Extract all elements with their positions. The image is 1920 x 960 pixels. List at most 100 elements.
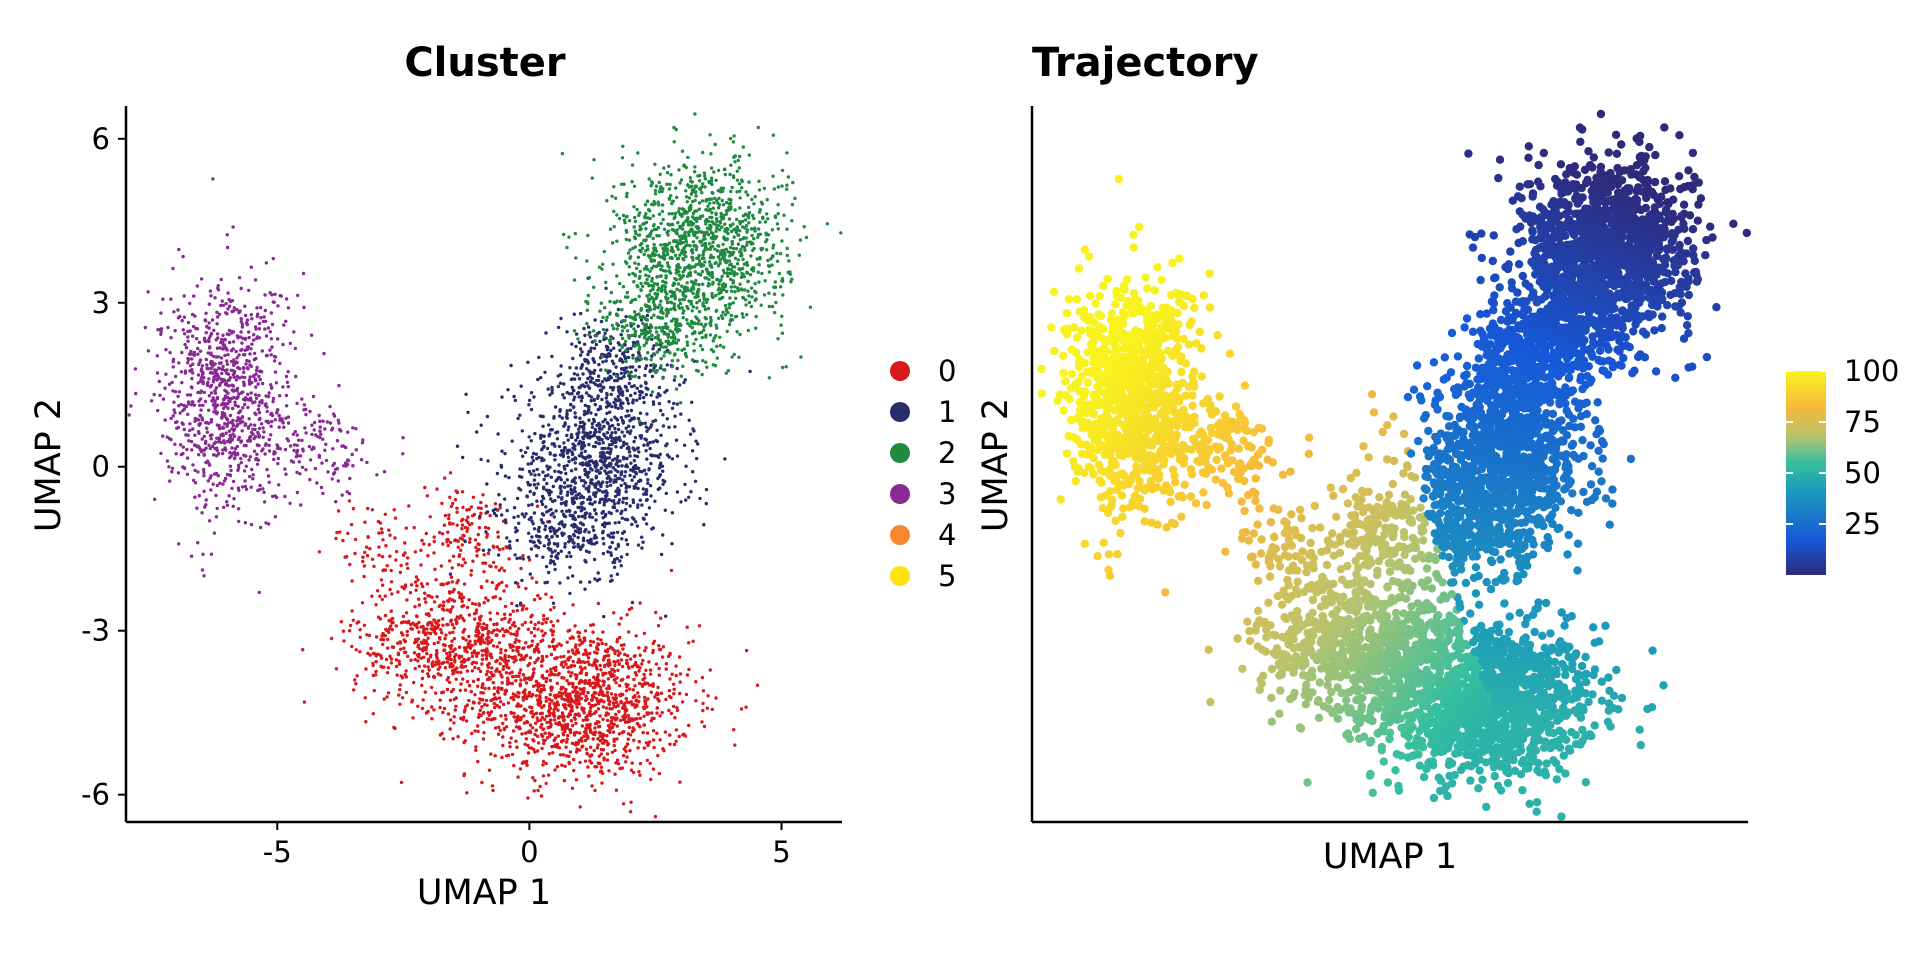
cluster-point: [536, 627, 540, 631]
cluster-point: [552, 666, 556, 670]
cluster-point: [453, 538, 457, 542]
cluster-point: [522, 714, 526, 718]
cluster-point: [620, 464, 624, 468]
cluster-point: [638, 601, 642, 605]
cluster-point: [522, 657, 526, 662]
cluster-point: [520, 512, 524, 516]
cluster-point: [506, 659, 510, 663]
cluster-point: [643, 695, 647, 700]
cluster-point: [556, 495, 561, 499]
cluster-point: [693, 230, 697, 235]
cluster-point: [578, 687, 582, 691]
cluster-point: [551, 601, 556, 605]
cluster-point: [565, 723, 570, 728]
cluster-point: [581, 445, 585, 449]
cluster-point: [593, 788, 597, 793]
cluster-point: [443, 666, 448, 670]
cluster-point: [725, 271, 729, 275]
cluster-point: [634, 472, 639, 476]
cluster-point: [446, 712, 451, 716]
cluster-point: [520, 761, 525, 765]
cluster-point: [619, 371, 623, 375]
cluster-point: [683, 233, 687, 237]
cluster-point: [435, 654, 439, 658]
cluster-point: [572, 525, 576, 529]
cluster-point: [613, 474, 617, 478]
cluster-point: [468, 537, 472, 541]
cluster-point: [475, 654, 479, 658]
cluster-point: [456, 539, 460, 543]
cluster-point: [531, 776, 535, 780]
cluster-point: [536, 741, 541, 745]
cluster-point: [727, 306, 732, 310]
cluster-point: [526, 360, 530, 364]
cluster-point: [659, 408, 663, 413]
cluster-point: [535, 716, 539, 720]
cluster-point: [583, 516, 587, 520]
cluster-point: [511, 648, 515, 653]
cluster-point: [718, 343, 723, 348]
cluster-point: [558, 381, 563, 385]
cluster-point: [532, 789, 536, 793]
cluster-point: [588, 639, 593, 643]
cluster-point: [455, 523, 459, 527]
cluster-point: [702, 234, 706, 238]
cluster-point: [675, 287, 679, 291]
cluster-point: [566, 650, 571, 654]
cluster-point: [767, 376, 771, 380]
cluster-point: [588, 375, 592, 379]
cluster-point: [542, 487, 546, 491]
cluster-point: [664, 444, 668, 448]
cluster-point: [572, 457, 576, 461]
cluster-point: [623, 384, 627, 389]
cluster-point: [474, 661, 479, 665]
cluster-point: [558, 581, 562, 585]
cluster-point: [694, 699, 698, 703]
cluster-point: [597, 692, 601, 697]
cluster-point: [731, 246, 736, 251]
cluster-point: [551, 511, 555, 515]
cluster-point: [371, 663, 375, 668]
cluster-point: [587, 678, 592, 683]
cluster-point: [463, 688, 468, 692]
cluster-point: [547, 538, 551, 542]
cluster-point: [631, 688, 635, 692]
cluster-point: [650, 202, 654, 206]
cluster-point: [606, 371, 610, 375]
cluster-point: [644, 449, 648, 453]
cluster-point: [581, 383, 585, 387]
cluster-point: [747, 216, 751, 220]
cluster-point: [652, 639, 657, 643]
cluster-point: [602, 385, 606, 389]
cluster-point: [568, 509, 572, 513]
cluster-point: [618, 718, 623, 723]
cluster-point: [678, 680, 682, 684]
cluster-point: [597, 265, 602, 269]
cluster-point: [672, 687, 676, 691]
cluster-point: [561, 738, 565, 743]
cluster-point: [598, 724, 602, 729]
cluster-point: [746, 328, 751, 333]
cluster-point: [548, 701, 552, 706]
cluster-point: [614, 761, 618, 765]
cluster-point: [490, 784, 495, 788]
cluster-point: [666, 654, 671, 659]
cluster-point: [752, 216, 756, 221]
cluster-point: [500, 617, 504, 622]
cluster-point: [593, 500, 597, 504]
cluster-point: [536, 482, 540, 486]
cluster-point: [521, 454, 525, 458]
cluster-point: [450, 580, 455, 584]
cluster-point: [484, 672, 489, 677]
cluster-point: [465, 529, 469, 534]
cluster-point: [493, 726, 498, 730]
cluster-point: [679, 500, 683, 504]
cluster-point: [433, 663, 437, 667]
cluster-point: [782, 213, 786, 217]
cluster-point: [475, 651, 479, 656]
cluster-point: [630, 718, 635, 723]
cluster-point: [436, 623, 441, 627]
cluster-point: [569, 665, 573, 669]
cluster-point: [701, 182, 705, 186]
